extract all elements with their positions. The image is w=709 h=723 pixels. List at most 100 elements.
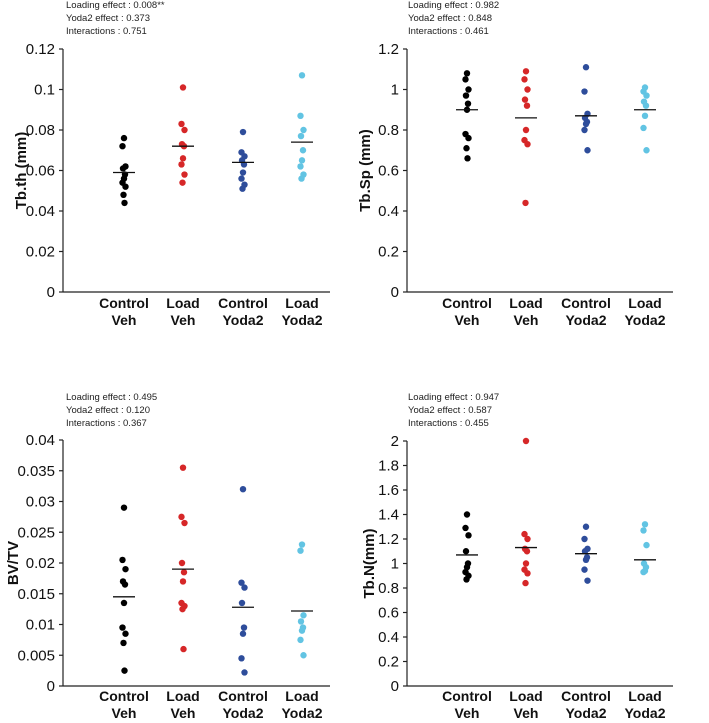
category-label: Veh <box>112 705 137 721</box>
category-label: Yoda2 <box>223 312 264 328</box>
data-point <box>241 669 248 676</box>
data-point <box>465 86 472 93</box>
y-tick-label: 0.08 <box>26 122 55 139</box>
stat-annotation: Loading effect : 0.982 <box>408 0 499 11</box>
y-axis-label: Tb.th (mm) <box>13 132 30 209</box>
data-point <box>640 527 647 534</box>
data-point <box>640 568 647 576</box>
data-point <box>297 163 304 170</box>
data-point <box>642 102 650 109</box>
stat-annotation: Yoda2 effect : 0.848 <box>408 13 492 24</box>
stat-annotation: Yoda2 effect : 0.373 <box>66 13 150 24</box>
y-tick-label: 0.015 <box>17 586 55 603</box>
category-label: Veh <box>455 705 480 721</box>
category-label: Control <box>442 295 492 311</box>
data-point <box>119 143 126 150</box>
category-label: Load <box>166 295 199 311</box>
data-point <box>240 624 248 631</box>
stat-annotation: Interactions : 0.455 <box>408 418 489 429</box>
data-point <box>463 70 471 77</box>
data-point <box>181 171 188 178</box>
category-label: Veh <box>514 705 539 721</box>
category-label: Load <box>628 688 661 704</box>
category-label: Load <box>509 688 542 704</box>
y-tick-label: 0 <box>391 678 399 695</box>
y-tick-label: 1.6 <box>378 482 399 499</box>
y-tick-label: 1.4 <box>378 507 399 524</box>
data-point <box>522 579 529 587</box>
y-tick-label: 0.005 <box>17 647 55 664</box>
data-point <box>584 577 591 584</box>
category-label: Yoda2 <box>282 705 323 721</box>
stat-annotation: Yoda2 effect : 0.587 <box>408 405 492 416</box>
y-tick-label: 1.2 <box>378 531 399 548</box>
data-point <box>239 128 247 136</box>
data-point <box>643 92 650 99</box>
stat-annotation: Yoda2 effect : 0.120 <box>66 405 150 416</box>
data-point <box>581 88 588 95</box>
category-label: Yoda2 <box>282 312 323 328</box>
category-label: Veh <box>171 312 196 328</box>
data-point <box>179 179 186 186</box>
data-point <box>238 175 245 182</box>
y-tick-label: 0.6 <box>378 605 399 622</box>
panel-tb-sp: Loading effect : 0.982 Yoda2 effect : 0.8… <box>357 0 673 328</box>
category-label: Control <box>442 688 492 704</box>
data-point <box>299 147 307 154</box>
category-label: Veh <box>171 705 196 721</box>
data-point <box>239 185 246 192</box>
category-label: Veh <box>514 312 539 328</box>
category-label: Control <box>561 295 611 311</box>
data-point <box>464 155 471 162</box>
data-point <box>640 124 647 132</box>
data-point <box>523 102 531 109</box>
data-point <box>298 157 306 164</box>
y-tick-label: 0.12 <box>26 41 55 58</box>
data-point <box>178 559 186 567</box>
data-point <box>178 161 185 168</box>
data-point <box>178 120 185 128</box>
data-point <box>524 86 531 93</box>
data-point <box>465 134 472 142</box>
data-point <box>297 132 305 140</box>
data-point <box>463 576 470 583</box>
data-point <box>524 535 531 543</box>
category-label: Load <box>285 295 318 311</box>
category-label: Yoda2 <box>625 705 666 721</box>
y-tick-label: 0.01 <box>26 617 55 634</box>
y-tick-label: 0.4 <box>378 629 399 646</box>
data-point <box>121 667 128 674</box>
data-point <box>522 126 530 134</box>
y-tick-label: 0.03 <box>26 494 55 511</box>
data-point <box>581 126 588 134</box>
data-point <box>239 169 247 176</box>
y-tick-label: 1.8 <box>378 458 399 475</box>
data-point <box>241 584 248 591</box>
panel-tb-n: Loading effect : 0.947 Yoda2 effect : 0.5… <box>361 392 673 721</box>
data-point <box>179 605 186 613</box>
data-point <box>524 140 531 148</box>
data-point <box>181 519 188 527</box>
data-point <box>179 464 187 471</box>
data-point <box>119 556 126 564</box>
data-point <box>119 624 126 631</box>
stat-annotation: Loading effect : 0.495 <box>66 392 157 403</box>
category-label: Yoda2 <box>566 312 607 328</box>
category-label: Control <box>561 688 611 704</box>
y-tick-label: 0.2 <box>378 654 399 671</box>
data-point <box>522 437 530 445</box>
data-point <box>238 579 245 586</box>
data-point <box>298 541 306 548</box>
data-point <box>180 569 188 576</box>
data-point <box>643 147 650 154</box>
data-point <box>300 652 307 659</box>
data-point <box>582 523 590 530</box>
data-point <box>238 655 245 662</box>
y-tick-label: 0.8 <box>378 580 399 597</box>
data-point <box>522 199 529 207</box>
y-tick-label: 1 <box>391 82 399 99</box>
category-label: Load <box>166 688 199 704</box>
data-point <box>120 639 127 647</box>
panel-tb-th: Loading effect : 0.008** Yoda2 effect : 0… <box>13 0 330 328</box>
